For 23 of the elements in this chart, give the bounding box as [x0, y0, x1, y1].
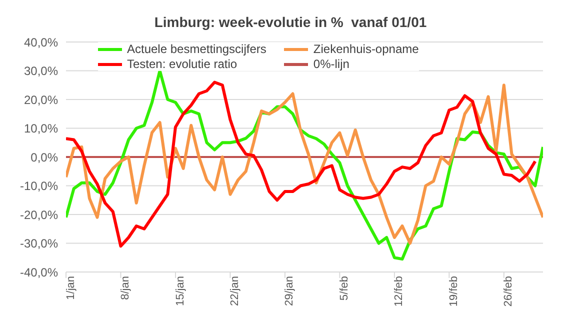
y-tick-label: -10,0% [20, 179, 58, 194]
y-tick-label: 10,0% [24, 122, 58, 136]
legend-label: 0%-lijn [313, 57, 350, 71]
y-tick-label: 30,0% [24, 64, 58, 78]
x-tick-label: 12/feb [393, 276, 406, 307]
y-tick-label: -30,0% [20, 236, 58, 251]
y-tick-label: 40,0% [24, 35, 58, 50]
x-tick-label: 22/jan [229, 276, 242, 306]
chart-title: Limburg: week-evolutie in % vanaf 01/01 [153, 14, 428, 30]
y-tick-label: -20,0% [20, 208, 58, 222]
x-tick-label: 8/jan [120, 276, 132, 300]
y-tick-label: 0,0% [30, 150, 58, 164]
x-tick-label: 29/jan [284, 276, 296, 306]
x-tick-label: 5/feb [338, 276, 350, 300]
legend-label: Ziekenhuis-opname [313, 42, 419, 56]
x-tick-label: 15/jan [174, 276, 186, 306]
legend-label: Testen: evolutie ratio [127, 57, 238, 71]
y-tick-label: 20,0% [24, 92, 58, 107]
y-tick-label: -40,0% [20, 265, 58, 280]
x-tick-label: 26/feb [502, 276, 515, 307]
x-tick-label: 19/feb [448, 276, 460, 307]
legend-label: Actuele besmettingscijfers [127, 42, 266, 56]
x-tick-label: 1/jan [64, 276, 77, 300]
